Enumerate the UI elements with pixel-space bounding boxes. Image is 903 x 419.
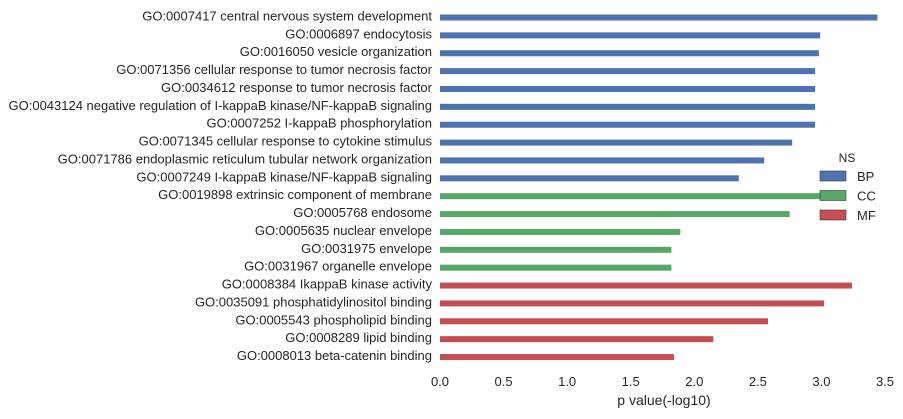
bar-cc <box>440 211 790 218</box>
bar-cc <box>440 228 681 235</box>
category-label: GO:0043124 negative regulation of I-kapp… <box>9 98 433 113</box>
x-tick-label: 0.0 <box>431 374 449 389</box>
category-label: GO:0071786 endoplasmic reticulum tubular… <box>58 151 432 166</box>
bars-layer <box>440 14 878 361</box>
bar-mf <box>440 336 714 343</box>
bar-cc <box>440 264 672 271</box>
bar-mf <box>440 318 769 325</box>
bar-bp <box>440 50 819 57</box>
category-label: GO:0035091 phosphatidylinositol binding <box>195 294 432 309</box>
category-label: GO:0005768 endosome <box>293 205 432 220</box>
bar-bp <box>440 68 816 75</box>
x-tick-label: 1.5 <box>622 374 640 389</box>
x-tick-label: 3.0 <box>812 374 830 389</box>
category-label: GO:0007417 central nervous system develo… <box>142 9 432 24</box>
bar-bp <box>440 157 765 164</box>
legend-entry-label: CC <box>857 189 876 204</box>
x-tick-label: 2.0 <box>685 374 703 389</box>
bar-mf <box>440 300 824 307</box>
bar-bp <box>440 14 878 21</box>
bar-bp <box>440 85 816 92</box>
legend-entry-label: MF <box>857 208 876 223</box>
category-label: GO:0005635 nuclear envelope <box>255 223 432 238</box>
bar-bp <box>440 121 816 128</box>
category-label: GO:0019898 extrinsic component of membra… <box>158 187 432 202</box>
bar-bp <box>440 103 816 110</box>
bar-bp <box>440 175 739 182</box>
x-tick-label: 2.5 <box>749 374 767 389</box>
category-label: GO:0031975 envelope <box>301 241 432 256</box>
x-axis: 0.0 0.5 1.0 1.5 2.0 2.5 3.0 3.5 <box>431 374 894 389</box>
category-label: GO:0008384 IkappaB kinase activity <box>222 277 433 292</box>
category-label: GO:0007249 I-kappaB kinase/NF-kappaB sig… <box>136 169 432 184</box>
bar-cc <box>440 193 828 200</box>
x-tick-label: 3.5 <box>876 374 894 389</box>
category-label: GO:0031967 organelle envelope <box>244 259 432 274</box>
legend-swatch <box>819 170 847 182</box>
category-label: GO:0006897 endocytosis <box>285 26 432 41</box>
legend-swatch <box>819 209 847 221</box>
category-label: GO:0008013 beta-catenin binding <box>237 348 432 363</box>
category-labels: GO:0007417 central nervous system develo… <box>9 9 433 364</box>
x-axis-label: p value(-log10) <box>617 392 710 408</box>
category-label: GO:0007252 I-kappaB phosphorylation <box>207 116 433 131</box>
legend-entry-label: BP <box>857 169 874 184</box>
legend: NS BP CC MF <box>819 151 876 223</box>
bar-mf <box>440 354 674 361</box>
x-tick-label: 1.0 <box>558 374 576 389</box>
category-label: GO:0034612 response to tumor necrosis fa… <box>161 80 433 95</box>
category-label: GO:0071356 cellular response to tumor ne… <box>116 62 432 77</box>
bar-bp <box>440 32 821 39</box>
x-tick-label: 0.5 <box>495 374 513 389</box>
bar-mf <box>440 282 852 289</box>
legend-title: NS <box>839 151 856 165</box>
bar-cc <box>440 246 672 253</box>
category-label: GO:0008289 lipid binding <box>285 330 432 345</box>
legend-swatch <box>819 190 847 201</box>
category-label: GO:0071345 cellular response to cytokine… <box>139 134 433 149</box>
category-label: GO:0005543 phospholipid binding <box>235 312 432 327</box>
category-label: GO:0016050 vesicle organization <box>240 44 432 59</box>
bar-bp <box>440 139 793 146</box>
